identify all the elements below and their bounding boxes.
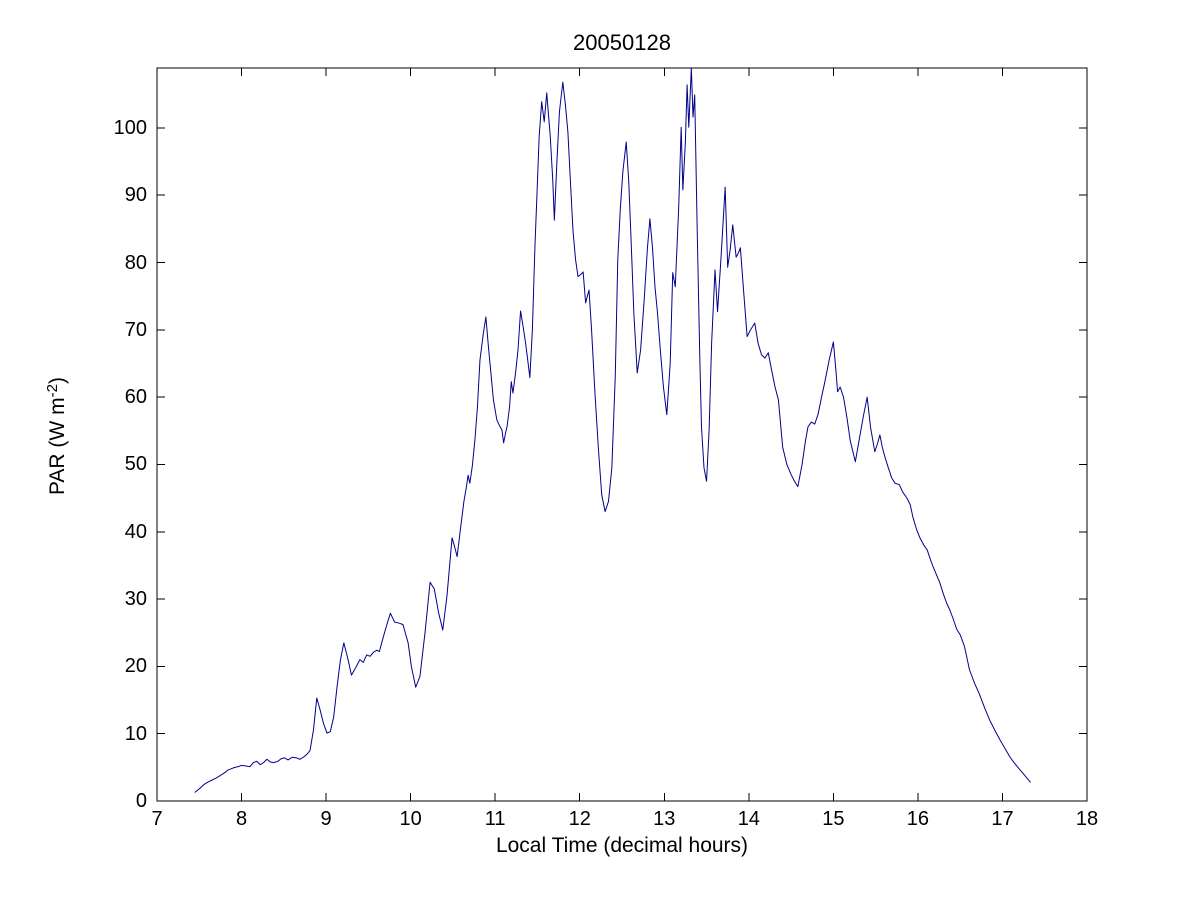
x-tick-label: 13 — [653, 808, 676, 830]
x-tick-label: 8 — [235, 808, 248, 830]
x-tick-label: 9 — [320, 808, 332, 830]
axis-box — [156, 67, 1088, 802]
x-tick-label: 18 — [1075, 808, 1099, 830]
y-tick-label: 10 — [124, 722, 147, 745]
y-tick-label: 0 — [135, 790, 147, 812]
x-tick-label: 16 — [906, 808, 930, 830]
x-tick-label: 11 — [484, 808, 506, 830]
data-line-par — [194, 67, 1031, 793]
y-tick-label: 90 — [124, 184, 147, 207]
y-tick-label: 70 — [124, 318, 147, 341]
y-tick-label: 50 — [124, 453, 147, 476]
y-tick-label: 100 — [113, 116, 147, 139]
y-axis-label: PAR (W m-2) — [38, 136, 69, 736]
x-tick-label: 17 — [991, 808, 1014, 830]
y-axis-label-main: PAR (W m — [46, 397, 69, 496]
y-tick-label: 30 — [124, 588, 147, 611]
y-tick-label: 40 — [124, 520, 147, 543]
y-tick-label: 60 — [124, 386, 147, 409]
y-axis-label-superscript: -2 — [43, 383, 61, 398]
y-axis-label-close: ) — [46, 376, 69, 384]
x-axis-label: Local Time (decimal hours) — [495, 834, 749, 857]
x-tick-label: 12 — [568, 808, 591, 830]
x-tick-label: 15 — [822, 808, 845, 830]
x-tick-label: 7 — [151, 808, 163, 830]
x-tick-label: 14 — [737, 808, 760, 830]
y-tick-label: 20 — [124, 655, 147, 678]
chart-title: 20050128 — [573, 30, 671, 55]
y-tick-label: 80 — [124, 251, 147, 274]
x-tick-label: 10 — [399, 808, 422, 830]
